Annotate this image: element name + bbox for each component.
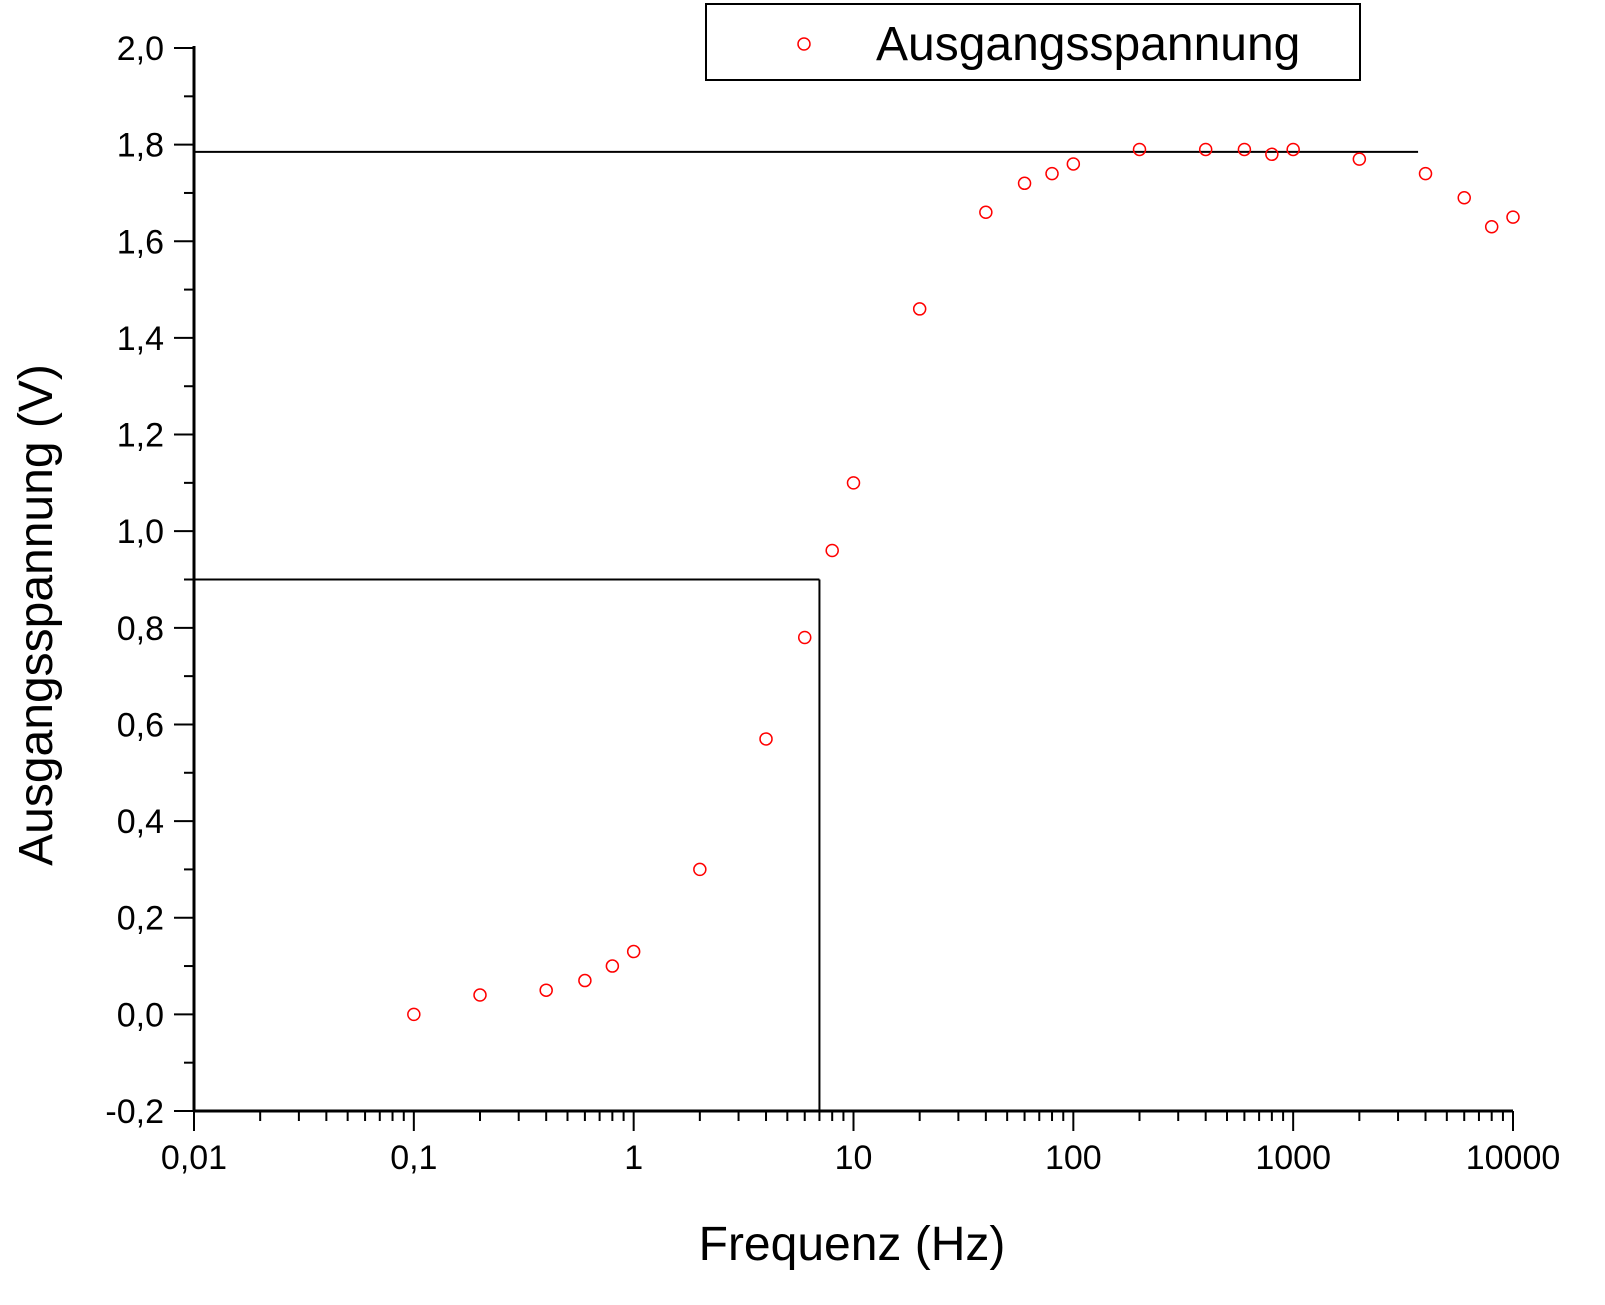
- data-point: [1066, 157, 1081, 171]
- data-point: [578, 973, 592, 988]
- x-tick-label: 1: [624, 1139, 643, 1177]
- data-point: [979, 205, 993, 220]
- y-tick-label: 1,0: [117, 513, 164, 551]
- legend-marker: [797, 37, 811, 51]
- x-tick-label: 0,1: [390, 1139, 437, 1177]
- y-tick-label: 1,6: [117, 223, 164, 261]
- y-tick-label: -0,2: [105, 1093, 164, 1131]
- data-point: [846, 476, 861, 490]
- legend: Ausgangsspannung: [705, 3, 1361, 81]
- data-point: [605, 959, 620, 973]
- data-point: [912, 302, 927, 316]
- x-tick-label: 1000: [1255, 1139, 1331, 1177]
- y-tick-label: 1,4: [117, 320, 164, 358]
- y-tick-label: 1,8: [117, 127, 164, 165]
- x-tick-label: 100: [1045, 1139, 1102, 1177]
- y-tick-label: 0,8: [117, 610, 164, 648]
- data-point: [759, 732, 773, 746]
- data-point: [1132, 142, 1147, 157]
- data-point: [825, 543, 839, 558]
- x-axis-title: Frequenz (Hz): [699, 1218, 1006, 1271]
- data-point: [1484, 220, 1499, 234]
- x-tick-label: 10: [835, 1139, 873, 1177]
- tick-marks: [174, 47, 1514, 1131]
- data-point: [1237, 142, 1252, 157]
- data-point: [407, 1007, 421, 1022]
- data-point: [1017, 176, 1032, 191]
- legend-box: [705, 3, 1361, 81]
- data-point: [1352, 152, 1367, 166]
- data-points: [407, 142, 1520, 1022]
- y-axis-title: Ausgangsspannung (V): [10, 364, 63, 866]
- data-point: [1198, 142, 1213, 157]
- y-tick-label: 0,0: [117, 996, 164, 1034]
- data-point: [1265, 147, 1279, 162]
- reference-lines: [194, 150, 1419, 1111]
- x-tick-label: 10000: [1466, 1139, 1561, 1177]
- y-tick-label: 0,2: [117, 900, 164, 938]
- y-tick-label: 1,2: [117, 417, 164, 455]
- data-point: [797, 630, 812, 645]
- tick-labels: -0,2 0,0 0,2 0,4 0,6 0,8 1,0 1,2 1,4 1,6 1,8 2,0 0,0…: [105, 30, 1560, 1177]
- data-point: [473, 988, 487, 1002]
- data-point: [1045, 166, 1059, 181]
- data-point: [1457, 191, 1471, 205]
- data-point: [1286, 142, 1300, 157]
- data-point: [539, 983, 553, 997]
- data-point: [1506, 210, 1520, 224]
- y-tick-label: 0,6: [117, 706, 164, 744]
- data-point: [626, 944, 641, 959]
- legend-entry: Ausgangsspannung: [876, 18, 1300, 71]
- y-tick-label: 0,4: [117, 803, 164, 841]
- y-tick-label: 2,0: [117, 30, 164, 68]
- data-point: [1418, 166, 1433, 181]
- x-tick-label: 0,01: [161, 1139, 227, 1177]
- data-point: [693, 862, 707, 877]
